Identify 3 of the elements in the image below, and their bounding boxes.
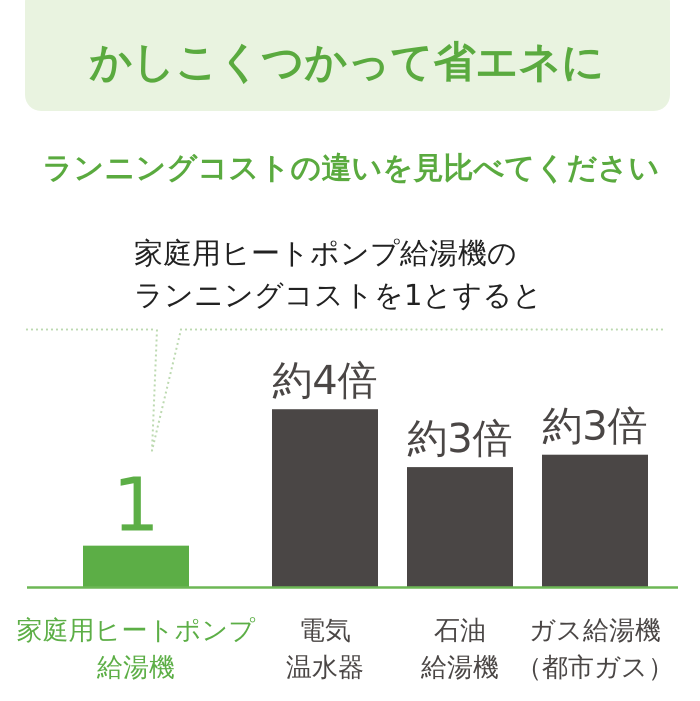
title: かしこくつかって省エネに [90,37,604,86]
subtitle: ランニングコストの違いを見比べてください [42,151,660,186]
annotation: 家庭用ヒートポンプ給湯機のランニングコストを1とすると [134,236,542,312]
